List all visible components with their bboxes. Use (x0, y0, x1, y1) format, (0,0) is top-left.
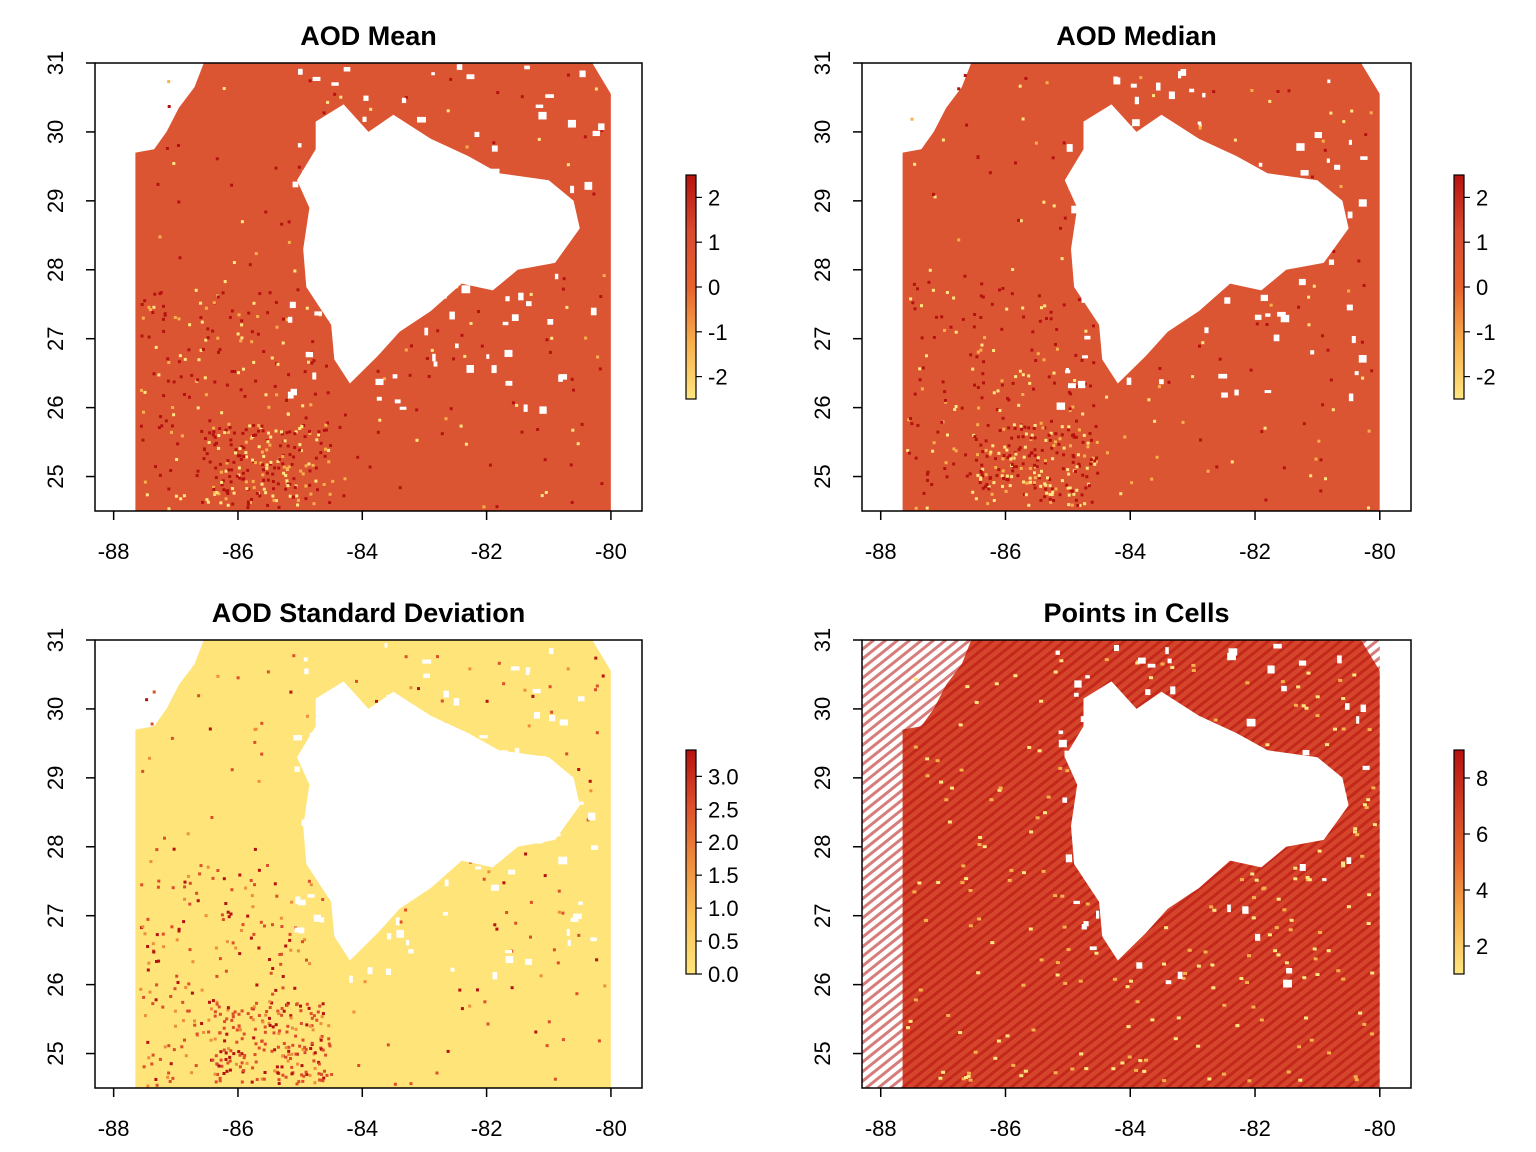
y-tick-label: 30 (810, 697, 835, 721)
x-tick-label: -82 (471, 1116, 503, 1141)
x-tick-label: -82 (1239, 1116, 1271, 1141)
x-tick-label: -88 (865, 1116, 897, 1141)
y-tick-label: 31 (810, 628, 835, 652)
colorbar-tick-label: 1 (1476, 230, 1488, 255)
y-tick-label: 30 (810, 120, 835, 144)
x-tick-label: -84 (1114, 539, 1146, 564)
panel-title: AOD Standard Deviation (212, 598, 526, 628)
colorbar-tick-label: 2 (708, 185, 720, 210)
y-tick-label: 25 (810, 464, 835, 488)
x-tick-label: -80 (595, 1116, 627, 1141)
colorbar-tick-label: 6 (1476, 822, 1488, 847)
y-tick-label: 26 (810, 395, 835, 419)
colorbar-tick-label: 1.5 (708, 863, 739, 888)
x-tick-label: -80 (1364, 539, 1396, 564)
colorbar-tick-label: 2.0 (708, 830, 739, 855)
colorbar-tick-label: 0 (708, 275, 720, 300)
x-tick-label: -80 (1364, 1116, 1396, 1141)
colorbar (1453, 749, 1465, 975)
y-tick-label: 29 (810, 766, 835, 790)
y-tick-label: 29 (810, 189, 835, 213)
colorbar (685, 174, 697, 400)
missing-data-region (297, 681, 580, 961)
panel-title: AOD Mean (300, 21, 437, 51)
plot-frame (861, 62, 1412, 512)
x-tick-label: -86 (990, 1116, 1022, 1141)
map-panel-4: Points in Cells-88 -86 -84 -82 -802526272829… (810, 598, 1488, 1141)
y-tick-label: 26 (43, 395, 68, 419)
y-tick-label: 25 (43, 1041, 68, 1065)
map-panel-3: AOD Standard Deviation -88 -86 -84 -82 -80 25 2… (43, 598, 739, 1141)
y-tick-label: 27 (810, 903, 835, 927)
colorbar-legend: 2 1 0 -1 -2 (1453, 174, 1496, 400)
colorbar-legend: 3.0 2.5 2.0 1.5 1.0 0.5 0.0 (685, 749, 739, 987)
missing-data-region (1064, 681, 1349, 961)
y-tick-label: 29 (43, 766, 68, 790)
x-tick-label: -84 (346, 1116, 378, 1141)
y-tick-label: 31 (43, 628, 68, 652)
y-tick-label: 25 (810, 1041, 835, 1065)
colorbar (685, 749, 697, 975)
y-tick-label: 27 (43, 903, 68, 927)
panel-title: Points in Cells (1043, 598, 1229, 628)
y-tick-label: 31 (43, 51, 68, 75)
colorbar-tick-label: -1 (1476, 320, 1496, 345)
y-tick-label: 27 (810, 326, 835, 350)
y-tick-label: 29 (43, 189, 68, 213)
x-tick-label: -80 (595, 539, 627, 564)
x-tick-label: -82 (471, 539, 503, 564)
x-tick-label: -84 (1114, 1116, 1146, 1141)
x-tick-label: -88 (98, 539, 130, 564)
x-tick-label: -88 (98, 1116, 130, 1141)
colorbar-tick-label: -2 (1476, 365, 1496, 390)
x-tick-label: -86 (222, 539, 254, 564)
colorbar-tick-label: -1 (708, 320, 728, 345)
colorbar (1453, 174, 1465, 400)
colorbar-tick-label: 0.5 (708, 929, 739, 954)
colorbar-tick-label: -2 (708, 365, 728, 390)
missing-data-region (1064, 104, 1349, 384)
y-tick-label: 30 (43, 697, 68, 721)
colorbar-tick-label: 4 (1476, 878, 1488, 903)
y-tick-label: 27 (43, 326, 68, 350)
colorbar-tick-label: 0.0 (708, 962, 739, 987)
x-tick-label: -82 (1239, 539, 1271, 564)
colorbar-tick-label: 2 (1476, 185, 1488, 210)
x-tick-label: -86 (990, 539, 1022, 564)
colorbar-tick-label: 0 (1476, 275, 1488, 300)
y-tick-label: 28 (43, 835, 68, 859)
map-panel-2: AOD Median -88 -86 -84 -82 -80 25 26 27 28 29 30 31 2… (810, 21, 1496, 564)
colorbar-legend: 8 6 4 2 (1453, 749, 1488, 975)
panel-title: AOD Median (1056, 21, 1217, 51)
colorbar-tick-label: 1 (708, 230, 720, 255)
y-tick-label: 26 (810, 972, 835, 996)
colorbar-tick-label: 3.0 (708, 764, 739, 789)
plot-frame (94, 62, 643, 512)
y-tick-label: 25 (43, 464, 68, 488)
colorbar-tick-label: 8 (1476, 766, 1488, 791)
plot-frame (861, 639, 1412, 1089)
missing-data-region (297, 104, 580, 384)
y-tick-label: 28 (810, 835, 835, 859)
colorbar-tick-label: 2 (1476, 934, 1488, 959)
map-panel-1: AOD Mean -88 -86 -84 -82 -80 25 26 27 28 29 30 31 2 1 0… (43, 21, 728, 564)
y-tick-label: 31 (810, 51, 835, 75)
x-tick-label: -86 (222, 1116, 254, 1141)
colorbar-tick-label: 1.0 (708, 896, 739, 921)
plot-frame (94, 639, 643, 1089)
x-tick-label: -88 (865, 539, 897, 564)
y-tick-label: 28 (43, 258, 68, 282)
y-tick-label: 26 (43, 972, 68, 996)
colorbar-legend: 2 1 0 -1 -2 (685, 174, 728, 400)
y-tick-label: 30 (43, 120, 68, 144)
y-tick-label: 28 (810, 258, 835, 282)
colorbar-tick-label: 2.5 (708, 797, 739, 822)
x-tick-label: -84 (346, 539, 378, 564)
